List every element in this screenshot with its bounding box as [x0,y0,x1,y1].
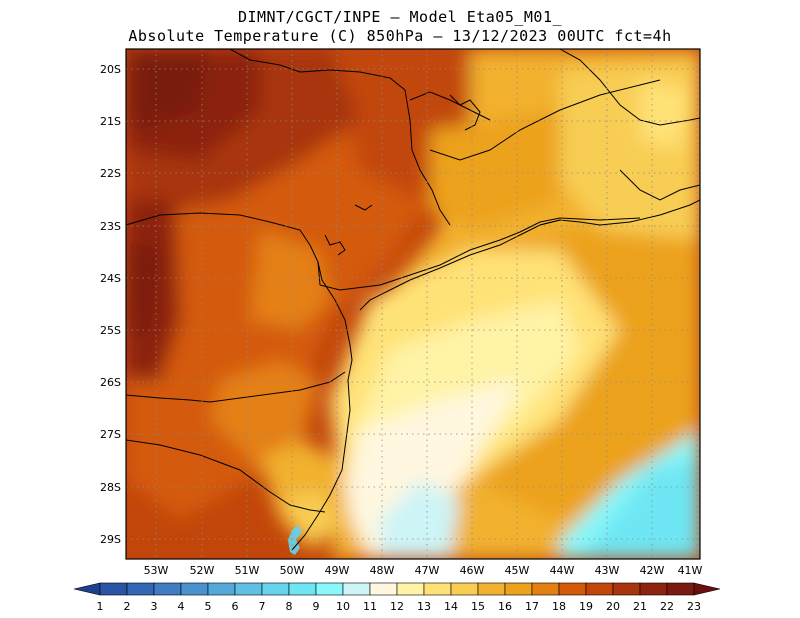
map-title-line-1: DIMNT/CGCT/INPE — Model Eta05_M01_ [237,8,563,26]
lon-label: 41W [678,564,703,577]
colorbar-label: 13 [417,600,431,613]
colorbar-swatch [207,582,236,596]
lat-label: 21S [100,115,121,128]
longitude-labels: 53W 52W 51W 50W 49W 48W 47W 46W 45W 44W … [144,564,703,577]
lon-label: 53W [144,564,169,577]
colorbar-swatch [369,582,398,596]
colorbar-swatch [234,582,263,596]
lat-label: 26S [100,376,121,389]
map-frame [125,48,701,560]
colorbar-label: 23 [687,600,701,613]
lon-label: 44W [550,564,575,577]
colorbar-label: 20 [606,600,620,613]
colorbar-swatch [261,582,290,596]
colorbar-swatch [504,582,533,596]
colorbar-arrow-low [73,582,101,596]
lat-label: 24S [100,272,121,285]
colorbar-label: 6 [232,600,239,613]
colorbar-arrow-high [693,582,721,596]
colorbar-swatch [585,582,614,596]
colorbar-swatch [531,582,560,596]
colorbar-swatch [315,582,344,596]
boundaries [126,49,700,551]
temperature-field [126,49,700,559]
colorbar-label: 17 [525,600,539,613]
lat-label: 20S [100,63,121,76]
colorbar-label: 16 [498,600,512,613]
colorbar-swatch [639,582,668,596]
colorbar-label: 21 [633,600,647,613]
colorbar-swatch [666,582,695,596]
colorbar-swatch [423,582,452,596]
lon-label: 51W [235,564,260,577]
colorbar-label: 1 [97,600,104,613]
colorbar-swatch [153,582,182,596]
colorbar-swatch [612,582,641,596]
lon-label: 50W [280,564,305,577]
map-title-line-2: Absolute Temperature (C) 850hPa — 13/12/… [128,27,672,45]
lon-label: 42W [640,564,665,577]
colorbar-label: 4 [178,600,185,613]
colorbar-swatch [342,582,371,596]
colorbar-swatch [288,582,317,596]
colorbar-label: 9 [313,600,320,613]
lat-label: 25S [100,324,121,337]
lon-label: 49W [325,564,350,577]
colorbar-label: 22 [660,600,674,613]
lon-label: 52W [190,564,215,577]
colorbar-swatch [180,582,209,596]
lat-label: 27S [100,428,121,441]
colorbar-label: 2 [124,600,131,613]
colorbar-label: 14 [444,600,458,613]
lat-label: 23S [100,220,121,233]
lon-label: 45W [505,564,530,577]
latitude-labels: 20S 21S 22S 23S 24S 25S 26S 27S 28S 29S [100,63,121,546]
colorbar-label: 3 [151,600,158,613]
colorbar-label: 11 [363,600,377,613]
grid-lines [126,49,700,559]
colorbar-label: 7 [259,600,266,613]
colorbar-label: 15 [471,600,485,613]
lon-label: 43W [595,564,620,577]
lon-label: 46W [460,564,485,577]
lat-label: 28S [100,481,121,494]
lon-label: 48W [370,564,395,577]
colorbar-swatch [396,582,425,596]
colorbar-label: 12 [390,600,404,613]
lat-label: 29S [100,533,121,546]
colorbar-label: 5 [205,600,212,613]
colorbar: 1 2 3 4 5 6 7 8 9 10 11 12 13 14 15 16 17 18 19 20 21 22 23 [73,582,721,613]
colorbar-label: 8 [286,600,293,613]
colorbar-swatch [126,582,155,596]
colorbar-label: 18 [552,600,566,613]
colorbar-swatch [477,582,506,596]
colorbar-label: 10 [336,600,350,613]
lon-label: 47W [415,564,440,577]
colorbar-swatch [99,582,128,596]
colorbar-swatch [558,582,587,596]
lat-label: 22S [100,167,121,180]
colorbar-swatch [450,582,479,596]
colorbar-label: 19 [579,600,593,613]
